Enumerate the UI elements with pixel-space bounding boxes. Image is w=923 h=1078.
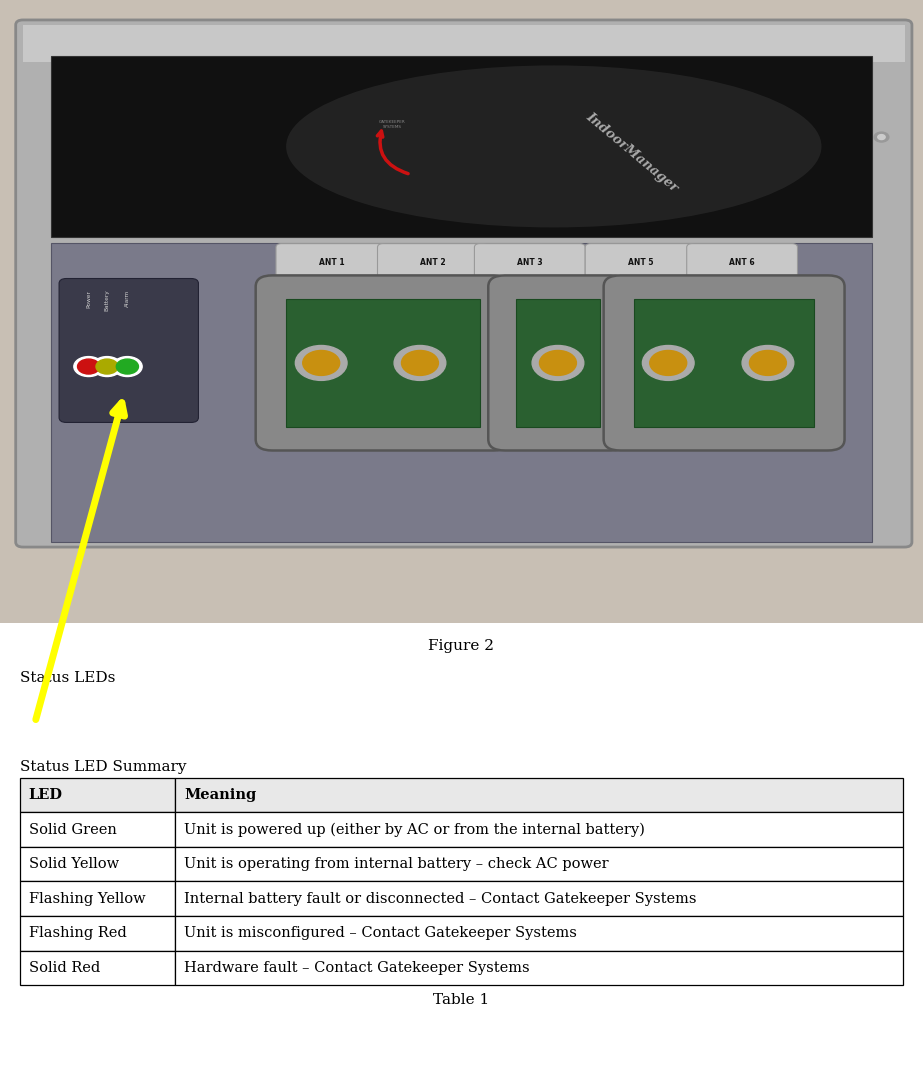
Text: Table 1: Table 1 bbox=[434, 994, 489, 1007]
Text: Power: Power bbox=[86, 290, 91, 307]
Bar bbox=[286, 299, 480, 427]
Circle shape bbox=[749, 350, 786, 375]
Text: Status LEDs: Status LEDs bbox=[20, 671, 115, 685]
Bar bbox=[23, 25, 905, 63]
Bar bbox=[20, 882, 174, 916]
Text: ANT 1: ANT 1 bbox=[318, 258, 344, 267]
Text: Figure 2: Figure 2 bbox=[428, 639, 495, 653]
Circle shape bbox=[394, 346, 446, 381]
FancyBboxPatch shape bbox=[687, 244, 797, 281]
Text: LED: LED bbox=[29, 788, 63, 802]
FancyBboxPatch shape bbox=[604, 275, 845, 451]
Circle shape bbox=[113, 357, 142, 376]
Text: GATEKEEPER
SYSTEMS: GATEKEEPER SYSTEMS bbox=[379, 121, 405, 129]
Text: Solid Green: Solid Green bbox=[29, 823, 116, 837]
Text: Flashing Red: Flashing Red bbox=[29, 926, 126, 940]
FancyBboxPatch shape bbox=[276, 244, 387, 281]
Text: Solid Red: Solid Red bbox=[29, 960, 100, 975]
Bar bbox=[51, 56, 872, 237]
FancyBboxPatch shape bbox=[16, 19, 912, 547]
Bar bbox=[20, 916, 174, 951]
Text: Internal battery fault or disconnected – Contact Gatekeeper Systems: Internal battery fault or disconnected –… bbox=[184, 892, 697, 906]
FancyBboxPatch shape bbox=[488, 275, 628, 451]
FancyBboxPatch shape bbox=[256, 275, 510, 451]
Text: ANT 5: ANT 5 bbox=[628, 258, 653, 267]
Circle shape bbox=[303, 350, 340, 375]
Circle shape bbox=[650, 350, 687, 375]
Text: ANT 6: ANT 6 bbox=[729, 258, 755, 267]
Circle shape bbox=[116, 359, 138, 374]
Bar bbox=[174, 813, 903, 847]
Circle shape bbox=[402, 350, 438, 375]
Ellipse shape bbox=[286, 66, 821, 227]
Text: Hardware fault – Contact Gatekeeper Systems: Hardware fault – Contact Gatekeeper Syst… bbox=[184, 960, 530, 975]
Circle shape bbox=[78, 359, 100, 374]
Bar bbox=[20, 777, 174, 813]
Bar bbox=[634, 299, 814, 427]
Circle shape bbox=[295, 346, 347, 381]
Text: Flashing Yellow: Flashing Yellow bbox=[29, 892, 145, 906]
Bar bbox=[51, 243, 872, 542]
Text: Unit is operating from internal battery – check AC power: Unit is operating from internal battery … bbox=[184, 857, 608, 871]
Text: Status LED Summary: Status LED Summary bbox=[20, 760, 186, 774]
Text: Solid Yellow: Solid Yellow bbox=[29, 857, 119, 871]
FancyBboxPatch shape bbox=[59, 278, 198, 423]
Text: Battery: Battery bbox=[104, 290, 110, 312]
Circle shape bbox=[742, 346, 794, 381]
Bar bbox=[174, 777, 903, 813]
Text: IndoorManager: IndoorManager bbox=[583, 110, 681, 195]
Circle shape bbox=[642, 346, 694, 381]
Circle shape bbox=[874, 133, 889, 142]
Circle shape bbox=[92, 357, 122, 376]
Bar bbox=[174, 882, 903, 916]
Text: ANT 2: ANT 2 bbox=[420, 258, 446, 267]
Bar bbox=[20, 847, 174, 882]
FancyBboxPatch shape bbox=[474, 244, 585, 281]
Bar bbox=[20, 951, 174, 985]
Circle shape bbox=[878, 135, 885, 139]
Bar bbox=[516, 299, 600, 427]
Circle shape bbox=[532, 346, 584, 381]
Circle shape bbox=[539, 350, 576, 375]
Bar bbox=[20, 813, 174, 847]
Bar bbox=[174, 951, 903, 985]
Text: Meaning: Meaning bbox=[184, 788, 257, 802]
FancyBboxPatch shape bbox=[585, 244, 696, 281]
Text: Unit is powered up (either by AC or from the internal battery): Unit is powered up (either by AC or from… bbox=[184, 823, 645, 837]
Bar bbox=[174, 847, 903, 882]
FancyBboxPatch shape bbox=[378, 244, 488, 281]
Text: Alarm: Alarm bbox=[125, 290, 130, 307]
Text: ANT 3: ANT 3 bbox=[517, 258, 543, 267]
Text: Unit is misconfigured – Contact Gatekeeper Systems: Unit is misconfigured – Contact Gatekeep… bbox=[184, 926, 577, 940]
Circle shape bbox=[74, 357, 103, 376]
Circle shape bbox=[96, 359, 118, 374]
Bar bbox=[174, 916, 903, 951]
